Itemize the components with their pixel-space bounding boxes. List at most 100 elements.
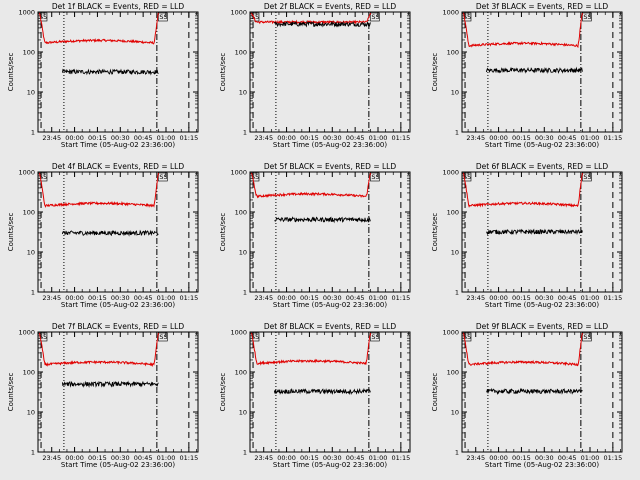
x-tick-label: 00:00 bbox=[65, 454, 84, 462]
x-tick-label: 00:45 bbox=[346, 454, 365, 462]
x-tick-label: 00:15 bbox=[512, 454, 531, 462]
ss-flag-end: SS bbox=[159, 13, 167, 21]
flag-box bbox=[461, 12, 472, 22]
x-tick-label: 00:30 bbox=[535, 134, 554, 142]
x-tick-label: 23:45 bbox=[254, 294, 273, 302]
y-tick-label: 1000 bbox=[230, 9, 247, 17]
chart-panel: Det 3f BLACK = Events, RED = LLD 1 10 100 10… bbox=[431, 2, 623, 149]
x-tick-label: 23:45 bbox=[42, 454, 61, 462]
events-series-line bbox=[486, 387, 583, 396]
flag-box bbox=[370, 332, 380, 342]
x-tick-label: 00:00 bbox=[65, 294, 84, 302]
x-tick-label: 00:00 bbox=[489, 294, 508, 302]
flag-box bbox=[37, 12, 48, 22]
flag-box bbox=[582, 172, 592, 182]
x-axis-label: Start Time (05-Aug-02 23:36:00) bbox=[61, 461, 175, 469]
x-tick-label: 00:15 bbox=[88, 294, 107, 302]
chart-panel: Det 1f BLACK = Events, RED = LLD 1 10 100 10… bbox=[7, 2, 199, 149]
x-tick-label: 00:15 bbox=[300, 454, 319, 462]
x-tick-label: 00:15 bbox=[512, 294, 531, 302]
x-tick-label: 00:30 bbox=[111, 134, 130, 142]
y-axis-label: Counts/sec bbox=[7, 213, 15, 252]
chart-panel: Det 5f BLACK = Events, RED = LLD 1 10 100 10… bbox=[219, 162, 411, 309]
ss-flag-end: SS bbox=[583, 13, 591, 21]
ss-flag-end: SS bbox=[159, 173, 167, 181]
chart-title: Det 9f BLACK = Events, RED = LLD bbox=[476, 322, 609, 331]
x-tick-label: 00:30 bbox=[323, 454, 342, 462]
y-tick-label: 1000 bbox=[230, 169, 247, 177]
x-tick-label: 00:15 bbox=[300, 294, 319, 302]
lld-series-line bbox=[463, 12, 583, 49]
x-tick-label: 01:00 bbox=[581, 134, 600, 142]
flag-box bbox=[461, 332, 472, 342]
flag-box bbox=[158, 332, 168, 342]
y-tick-label: 10 bbox=[27, 409, 35, 417]
y-tick-label: 1 bbox=[243, 129, 247, 137]
x-tick-label: 00:15 bbox=[512, 134, 531, 142]
x-tick-label: 00:45 bbox=[134, 294, 153, 302]
flag-box bbox=[249, 12, 260, 22]
x-tick-label: 00:30 bbox=[323, 294, 342, 302]
x-tick-label: 00:15 bbox=[300, 134, 319, 142]
x-tick-label: 00:00 bbox=[277, 294, 296, 302]
chart-panel: Det 9f BLACK = Events, RED = LLD 1 10 100 10… bbox=[431, 322, 623, 469]
y-axis-label: Counts/sec bbox=[431, 53, 439, 92]
y-tick-label: 1 bbox=[455, 449, 459, 457]
x-tick-label: 01:15 bbox=[391, 294, 410, 302]
plot-frame bbox=[249, 11, 411, 133]
flag-box bbox=[37, 172, 48, 182]
ss-flag-start: SS bbox=[463, 333, 471, 341]
lld-series-line bbox=[463, 172, 583, 208]
y-tick-label: 1000 bbox=[18, 9, 35, 17]
y-tick-label: 1 bbox=[31, 129, 35, 137]
chart-panel: Det 7f BLACK = Events, RED = LLD 1 10 100 10… bbox=[7, 322, 199, 469]
events-series-line bbox=[61, 380, 159, 388]
flag-box bbox=[370, 12, 380, 22]
x-tick-label: 23:45 bbox=[254, 134, 273, 142]
events-series-line bbox=[273, 387, 371, 396]
ss-flag-start: SS bbox=[251, 173, 259, 181]
y-tick-label: 1 bbox=[243, 449, 247, 457]
x-tick-label: 00:00 bbox=[277, 134, 296, 142]
y-tick-label: 10 bbox=[239, 409, 247, 417]
lld-series-line bbox=[39, 172, 159, 208]
y-tick-label: 1000 bbox=[442, 169, 459, 177]
flag-box bbox=[461, 172, 472, 182]
x-tick-label: 01:15 bbox=[391, 454, 410, 462]
x-tick-label: 01:00 bbox=[369, 454, 388, 462]
events-series-line bbox=[61, 229, 159, 237]
chart-panel: Det 6f BLACK = Events, RED = LLD 1 10 100 10… bbox=[431, 162, 623, 309]
y-tick-label: 100 bbox=[23, 49, 35, 57]
y-axis-label: Counts/sec bbox=[219, 213, 227, 252]
ss-flag-start: SS bbox=[39, 173, 47, 181]
flag-box bbox=[582, 332, 592, 342]
x-tick-label: 01:00 bbox=[369, 294, 388, 302]
flag-box bbox=[37, 332, 48, 342]
chart-title: Det 8f BLACK = Events, RED = LLD bbox=[264, 322, 397, 331]
y-axis-label: Counts/sec bbox=[431, 213, 439, 252]
y-tick-label: 1000 bbox=[442, 329, 459, 337]
x-tick-label: 00:45 bbox=[558, 294, 577, 302]
events-series-line bbox=[274, 216, 371, 224]
y-tick-label: 1 bbox=[31, 449, 35, 457]
x-tick-label: 01:00 bbox=[157, 454, 176, 462]
chart-title: Det 5f BLACK = Events, RED = LLD bbox=[264, 162, 397, 171]
x-axis-label: Start Time (05-Aug-02 23:36:00) bbox=[273, 141, 387, 149]
chart-panel: Det 8f BLACK = Events, RED = LLD 1 10 100 10… bbox=[219, 322, 411, 469]
chart-title: Det 1f BLACK = Events, RED = LLD bbox=[52, 2, 185, 11]
x-tick-label: 23:45 bbox=[466, 454, 485, 462]
y-axis-label: Counts/sec bbox=[219, 373, 227, 412]
x-tick-label: 00:45 bbox=[346, 134, 365, 142]
flag-box bbox=[158, 172, 168, 182]
ss-flag-start: SS bbox=[39, 13, 47, 21]
flag-box bbox=[582, 12, 592, 22]
y-tick-label: 10 bbox=[27, 89, 35, 97]
x-tick-label: 01:15 bbox=[603, 454, 622, 462]
events-series-line bbox=[273, 20, 371, 28]
x-tick-label: 01:15 bbox=[603, 294, 622, 302]
y-tick-label: 10 bbox=[27, 249, 35, 257]
x-tick-label: 00:30 bbox=[111, 454, 130, 462]
chart-title: Det 7f BLACK = Events, RED = LLD bbox=[52, 322, 185, 331]
x-axis-label: Start Time (05-Aug-02 23:36:00) bbox=[273, 461, 387, 469]
chart-panel: Det 2f BLACK = Events, RED = LLD 1 10 100 10… bbox=[219, 2, 411, 149]
